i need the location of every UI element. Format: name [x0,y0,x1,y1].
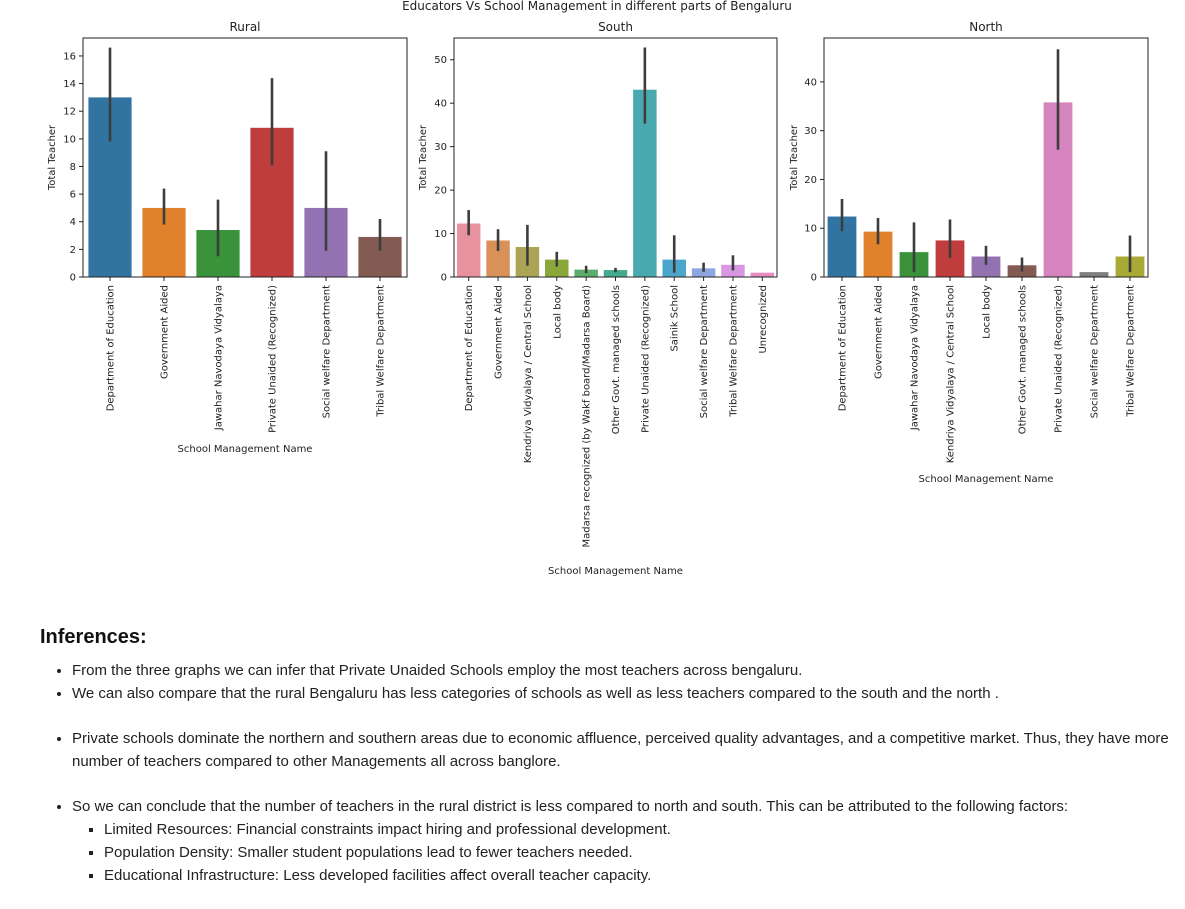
list-item: We can also compare that the rural Benga… [72,682,1170,705]
x-tick-label: Local body [552,285,563,339]
factors-list: Limited Resources: Financial constraints… [72,818,1170,887]
x-tick-label: Tribal Welfare Department [728,285,739,418]
y-tick-label: 4 [70,217,76,228]
panel-title: South [598,20,633,34]
x-tick-label: Department of Education [106,285,117,411]
y-tick-label: 30 [804,126,817,137]
y-tick-label: 20 [804,175,817,186]
y-tick-label: 14 [63,79,76,90]
bar [456,223,481,277]
chart-panel-north: North 0 10 20 30 40 Department of Education Gov… [789,20,1149,485]
bar [750,272,775,277]
y-tick-label: 8 [70,162,76,173]
panel-title: North [969,20,1003,34]
list-item-text: So we can conclude that the number of te… [72,798,1069,815]
x-tick-label: Private Unaided (Recognized) [268,285,279,433]
x-tick-label: Department of Education [464,285,475,411]
y-tick-label: 40 [804,77,817,88]
bar [603,270,628,277]
factor-item: Limited Resources: Financial constraints… [104,818,1170,841]
x-tick-label: Kendriya Vidyalaya / Central School [946,285,957,463]
y-tick-label: 6 [70,190,76,201]
inferences-heading: Inferences: [40,626,147,648]
x-tick-label: Government Aided [874,285,885,379]
y-axis-label: Total Teacher [789,124,800,191]
list-item: From the three graphs we can infer that … [72,659,1170,682]
x-tick-label: Government Aided [494,285,505,379]
chart-panel-rural: Rural 0 2 4 6 8 10 12 14 16 Department of Educatio… [47,20,408,455]
bar [691,268,716,277]
list-item: So we can conclude that the number of te… [72,795,1170,887]
y-tick-label: 0 [70,273,76,284]
x-tick-label: Department of Education [838,285,849,411]
x-axis-label: School Management Name [548,566,683,577]
bar-chart-figure: Educators Vs School Management in differ… [47,0,1149,577]
x-tick-label: Private Unaided (Recognized) [640,285,651,433]
y-axis-label: Total Teacher [47,124,58,191]
x-tick-label: Tribal Welfare Department [376,285,387,418]
y-tick-label: 10 [63,134,76,145]
x-tick-label: Unrecognized [758,285,769,354]
y-tick-label: 20 [434,186,447,197]
inferences-list: From the three graphs we can infer that … [40,659,1170,887]
inferences-section: Inferences: From the three graphs we can… [40,626,1170,887]
bar [545,259,569,277]
y-axis-label: Total Teacher [418,124,429,191]
bar [721,264,745,277]
axes-frame [823,37,1149,278]
y-tick-label: 10 [804,224,817,235]
x-tick-label: Other Govt. managed schools [1018,285,1029,434]
y-tick-label: 16 [63,51,76,62]
x-tick-label: Government Aided [160,285,171,379]
x-tick-label: Jawahar Navodaya Vidyalaya [910,285,921,431]
axes-frame [82,37,408,278]
x-tick-label: Jawahar Navodaya Vidyalaya [214,285,225,431]
x-tick-label: Other Govt. managed schools [611,285,622,434]
y-tick-label: 0 [441,273,447,284]
x-tick-label: Local body [982,285,993,339]
y-tick-label: 30 [434,142,447,153]
bar [486,240,510,277]
x-axis-label: School Management Name [919,474,1054,485]
y-tick-label: 10 [434,229,447,240]
x-tick-label: Tribal Welfare Department [1126,285,1137,418]
y-tick-label: 12 [63,107,76,118]
figure-title: Educators Vs School Management in differ… [402,0,792,13]
x-tick-label: Social welfare Department [322,285,333,418]
factor-item: Population Density: Smaller student popu… [104,841,1170,864]
y-tick-label: 2 [70,245,76,256]
factor-item: Educational Infrastructure: Less develop… [104,864,1170,887]
panel-title: Rural [229,20,260,34]
bar [633,89,657,277]
y-tick-label: 40 [434,99,447,110]
chart-panel-south: South 0 10 20 30 40 50 Department of Education G… [418,20,778,577]
list-item: Private schools dominate the northern an… [72,727,1170,773]
y-tick-label: 0 [811,273,817,284]
x-tick-label: Kendriya Vidyalaya / Central School [523,285,534,463]
x-tick-label: Private Unaided (Recognized) [1054,285,1065,433]
bar [1079,272,1109,277]
x-tick-label: Social welfare Department [699,285,710,418]
bar [971,256,1001,277]
x-axis-label: School Management Name [178,444,313,455]
y-tick-label: 50 [434,55,447,66]
x-tick-label: Madarsa recognized (by Wakf board/Madars… [582,285,593,548]
x-tick-label: Social welfare Department [1090,285,1101,418]
bar [574,269,598,277]
axes-frame [453,37,778,278]
x-tick-label: Sainik School [670,285,681,352]
